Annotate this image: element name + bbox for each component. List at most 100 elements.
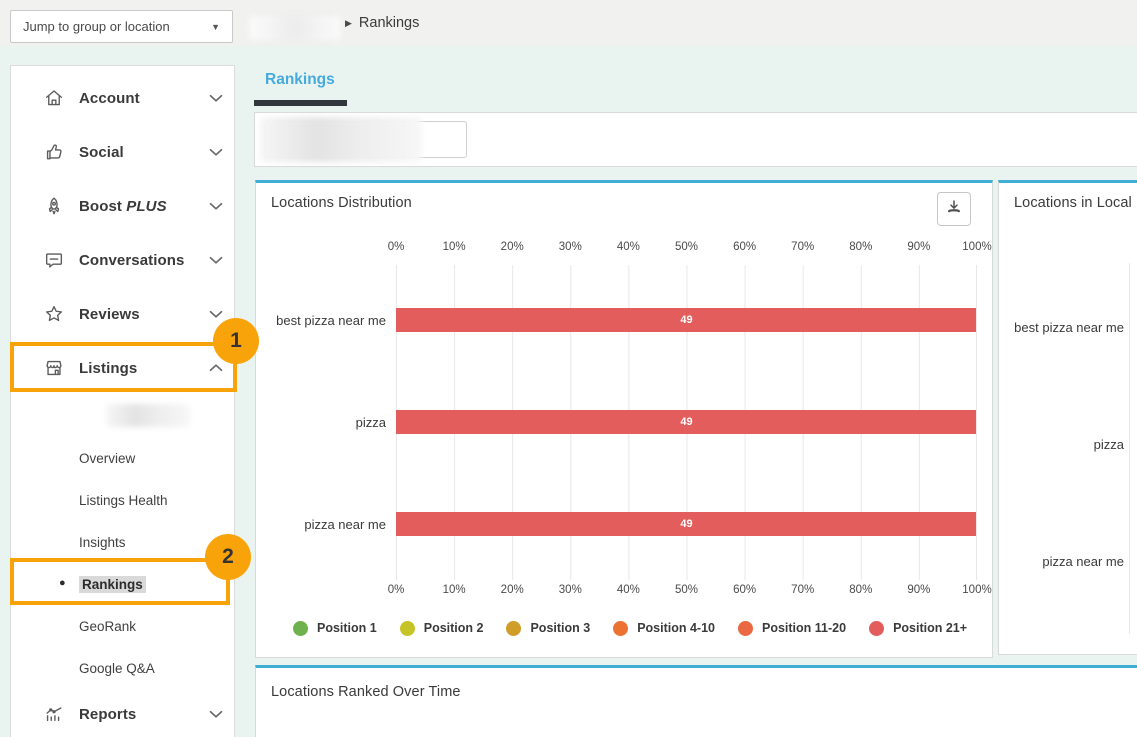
chevron-down-icon: [205, 249, 227, 271]
subitem-label: Listings Health: [79, 492, 168, 508]
x-axis-tick: 10%: [442, 241, 466, 253]
x-axis-tick: 0%: [387, 241, 405, 253]
subitem-label: Rankings: [79, 575, 146, 593]
x-axis-tick: 0%: [387, 584, 405, 596]
chevron-down-icon: [205, 195, 227, 217]
bar-pizza-near-me[interactable]: 49: [396, 512, 977, 536]
legend-dot-position-2: [399, 620, 415, 636]
x-axis-tick: 20%: [500, 584, 524, 596]
sidebar-item-social[interactable]: Social: [11, 132, 236, 172]
thumbs-up-icon: [42, 140, 66, 164]
legend-item: Position 2: [399, 620, 484, 636]
x-axis-tick: 90%: [907, 584, 931, 596]
sidebar-item-boost-plus[interactable]: Boost PLUS: [11, 186, 236, 226]
chevron-down-icon: [205, 87, 227, 109]
x-axis-tick: 60%: [733, 584, 757, 596]
x-axis-tick: 10%: [442, 584, 466, 596]
bar-row: 49: [396, 512, 977, 536]
legend-item: Position 11-20: [738, 620, 847, 636]
sidebar-item-plus-suffix: PLUS: [126, 197, 167, 215]
sidebar-item-label: Social: [79, 143, 124, 161]
panel-title: Locations Distribution: [271, 195, 412, 211]
chevron-down-icon: [205, 141, 227, 163]
chevron-down-icon: [205, 703, 227, 725]
subitem-label: Google Q&A: [79, 660, 155, 676]
x-axis-top: 0% 10% 20% 30% 40% 50% 60% 70% 80% 90% 100%: [388, 241, 992, 256]
annotation-badge-step1: 1: [213, 318, 259, 364]
star-icon: [42, 302, 66, 326]
annotation-badge-step2: 2: [205, 534, 251, 580]
x-axis-tick: 90%: [907, 241, 931, 253]
x-axis-tick: 40%: [616, 584, 640, 596]
x-axis-tick: 20%: [500, 241, 524, 253]
tab-rankings[interactable]: Rankings: [265, 71, 335, 88]
sidebar-subitem-insights[interactable]: Insights: [79, 530, 126, 554]
breadcrumb-current-page: Rankings: [358, 15, 420, 31]
category-label: pizza near me: [1042, 554, 1124, 569]
breadcrumb: ▶ Rankings: [345, 0, 419, 46]
x-axis-tick: 70%: [791, 584, 815, 596]
bar-chart-plot-area: 49 49 49: [396, 265, 977, 580]
subitem-label: Overview: [79, 450, 136, 466]
chart-legend: Position 1 Position 2 Position 3 Positio…: [293, 617, 967, 639]
location-filter-dropdown[interactable]: [260, 117, 467, 162]
sidebar-item-listings[interactable]: Listings: [11, 348, 236, 388]
bar-best-pizza-near-me[interactable]: 49: [396, 308, 977, 332]
dropdown-arrow-icon: ▼: [211, 21, 220, 32]
subitem-label: GeoRank: [79, 618, 137, 634]
sidebar-item-conversations[interactable]: Conversations: [11, 240, 236, 280]
jump-to-group-dropdown[interactable]: Jump to group or location ▼: [10, 10, 233, 43]
sidebar-subitem-rankings[interactable]: Rankings: [79, 572, 146, 596]
bar-value-label: 49: [680, 314, 693, 326]
sidebar-item-reports[interactable]: Reports: [11, 694, 236, 734]
sidebar-subitem-listings-health[interactable]: Listings Health: [79, 488, 168, 512]
breadcrumb-redacted-segment: [249, 16, 341, 40]
chevron-up-icon: [205, 357, 227, 379]
legend-dot-position-4-10: [613, 620, 629, 636]
legend-dot-position-11-20: [738, 620, 753, 636]
filter-redacted-value: [260, 117, 422, 162]
legend-label: Position 2: [423, 621, 484, 635]
x-axis-tick: 50%: [674, 241, 699, 253]
category-label: best pizza near me: [276, 313, 386, 328]
download-icon: [945, 198, 963, 221]
legend-label: Position 11-20: [762, 621, 847, 635]
sidebar-item-reviews[interactable]: Reviews: [11, 294, 236, 334]
sidebar-subitem-georank[interactable]: GeoRank: [79, 614, 136, 638]
x-axis-bottom: 0% 10% 20% 30% 40% 50% 60% 70% 80% 90% 100%: [388, 584, 992, 599]
x-axis-tick: 100%: [962, 584, 992, 596]
active-item-bullet: ●: [59, 577, 66, 589]
panel-title: Locations Ranked Over Time: [271, 684, 461, 700]
x-axis-tick: 50%: [674, 584, 699, 596]
storefront-icon: [42, 356, 66, 380]
jump-dropdown-placeholder: Jump to group or location: [23, 19, 170, 34]
sidebar-item-label: Account: [79, 89, 140, 107]
legend-label: Position 4-10: [637, 621, 715, 635]
sidebar-item-account[interactable]: Account: [11, 78, 236, 118]
locations-in-local-panel: Locations in Local best pizza near me pi…: [998, 180, 1137, 655]
locations-ranked-over-time-panel: Locations Ranked Over Time: [255, 665, 1137, 737]
x-axis-tick: 40%: [616, 241, 640, 253]
gridline: [1129, 263, 1130, 634]
bar-value-label: 49: [680, 518, 693, 530]
subitem-label: Insights: [79, 534, 126, 550]
bar-pizza[interactable]: 49: [396, 410, 977, 434]
sidebar-subitem-overview[interactable]: Overview: [79, 446, 135, 470]
category-label: pizza: [355, 415, 386, 430]
category-label: best pizza near me: [1014, 320, 1124, 335]
sidebar-subitem-redacted: [106, 404, 190, 427]
legend-label: Position 21+: [893, 621, 968, 635]
category-label: pizza: [1093, 437, 1124, 452]
download-button[interactable]: [937, 192, 971, 226]
bar-row: 49: [396, 308, 977, 332]
sidebar-subitem-google-qa[interactable]: Google Q&A: [79, 656, 155, 680]
locations-distribution-panel: Locations Distribution 0% 10% 20% 30% 40% 50%…: [255, 180, 993, 658]
legend-item: Position 21+: [869, 620, 968, 636]
legend-item: Position 4-10: [613, 620, 715, 636]
panel-title: Locations in Local: [1014, 195, 1132, 211]
annotation-step-number: 2: [222, 545, 234, 568]
sidebar-item-label: Listings: [79, 359, 138, 377]
x-axis-tick: 30%: [558, 241, 582, 253]
legend-label: Position 3: [530, 621, 591, 635]
sidebar-item-label: Conversations: [79, 251, 185, 269]
